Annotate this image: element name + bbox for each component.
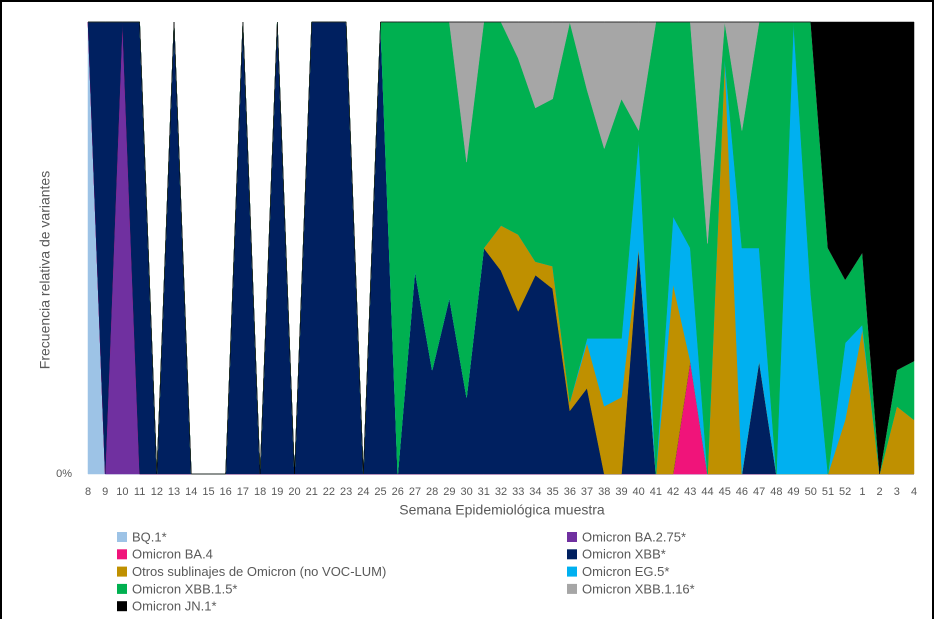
legend-label: BQ.1* xyxy=(132,529,167,544)
x-tick-label: 51 xyxy=(822,486,834,498)
x-tick-label: 28 xyxy=(426,486,438,498)
x-tick-label: 35 xyxy=(547,486,559,498)
x-tick-label: 46 xyxy=(736,486,748,498)
legend-swatch xyxy=(567,549,577,560)
x-tick-label: 17 xyxy=(237,486,249,498)
x-tick-label: 37 xyxy=(581,486,593,498)
x-tick-label: 20 xyxy=(288,486,300,498)
x-tick-label: 50 xyxy=(805,486,817,498)
x-tick-label: 23 xyxy=(340,486,352,498)
y-axis-title: Frecuencia relativa de variantes xyxy=(37,171,53,369)
x-axis-title: Semana Epidemiológica muestra xyxy=(399,502,605,518)
legend-swatch xyxy=(117,566,127,577)
legend-label: Omicron JN.1* xyxy=(132,599,217,614)
legend-swatch xyxy=(567,566,577,577)
x-tick-label: 24 xyxy=(357,486,369,498)
x-tick-label: 34 xyxy=(529,486,541,498)
x-tick-label: 43 xyxy=(684,486,696,498)
legend-label: Omicron BA.4 xyxy=(132,547,213,562)
x-tick-label: 32 xyxy=(495,486,507,498)
x-tick-label: 15 xyxy=(202,486,214,498)
x-tick-label: 41 xyxy=(650,486,662,498)
legend-swatch xyxy=(117,549,127,560)
x-tick-label: 27 xyxy=(409,486,421,498)
x-tick-label: 11 xyxy=(134,486,145,498)
x-tick-label: 29 xyxy=(443,486,455,498)
y-tick-label: 0% xyxy=(56,468,72,480)
x-tick-label: 22 xyxy=(323,486,335,498)
x-tick-label: 14 xyxy=(185,486,197,498)
x-tick-label: 44 xyxy=(701,486,713,498)
x-tick-label: 36 xyxy=(564,486,576,498)
x-tick-label: 21 xyxy=(306,486,318,498)
legend-label: Omicron XBB* xyxy=(582,547,666,562)
x-tick-label: 16 xyxy=(220,486,232,498)
x-tick-label: 12 xyxy=(151,486,163,498)
x-tick-label: 3 xyxy=(894,486,900,498)
legend-swatch xyxy=(567,532,577,542)
legend-label: Omicron BA.2.75* xyxy=(582,529,686,544)
x-tick-label: 10 xyxy=(116,486,128,498)
area xyxy=(87,21,915,475)
x-tick-label: 48 xyxy=(770,486,782,498)
x-tick-label: 26 xyxy=(392,486,404,498)
x-tick-label: 31 xyxy=(478,486,490,498)
legend-label: Omicron XBB.1.5* xyxy=(132,581,238,596)
x-tick-label: 45 xyxy=(719,486,731,498)
x-tick-label: 52 xyxy=(839,486,851,498)
legend-label: Omicron EG.5* xyxy=(582,564,669,579)
x-tick-label: 47 xyxy=(753,486,765,498)
x-tick-label: 33 xyxy=(512,486,524,498)
x-tick-label: 8 xyxy=(85,486,91,498)
legend-swatch xyxy=(117,532,127,542)
legend-label: Otros sublinajes de Omicron (no VOC-LUM) xyxy=(132,564,386,579)
legend-label: Omicron XBB.1.16* xyxy=(582,581,695,596)
x-tick-label: 1 xyxy=(859,486,865,498)
x-tick-label: 49 xyxy=(787,486,799,498)
legend-swatch xyxy=(567,583,577,594)
legend-swatch xyxy=(117,583,127,594)
x-tick-label: 42 xyxy=(667,486,679,498)
x-tick-label: 30 xyxy=(460,486,472,498)
x-tick-label: 18 xyxy=(254,486,266,498)
x-tick-label: 13 xyxy=(168,486,180,498)
x-tick-label: 39 xyxy=(615,486,627,498)
legend-swatch xyxy=(117,601,127,612)
x-tick-label: 25 xyxy=(374,486,386,498)
x-tick-label: 2 xyxy=(877,486,883,498)
x-tick-label: 9 xyxy=(102,486,108,498)
x-tick-label: 40 xyxy=(633,486,645,498)
x-tick-label: 4 xyxy=(911,486,917,498)
x-tick-label: 38 xyxy=(598,486,610,498)
x-tick-label: 19 xyxy=(271,486,283,498)
